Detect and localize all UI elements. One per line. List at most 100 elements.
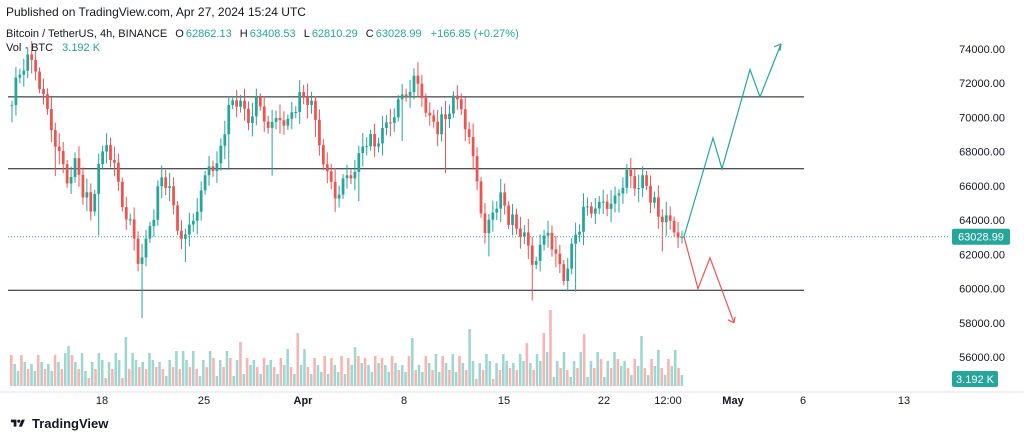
candle-body (53, 130, 57, 147)
candle-body (621, 187, 625, 194)
volume-bar (303, 349, 306, 386)
volume-bar (653, 366, 657, 386)
candle-body (361, 146, 365, 154)
bullish-arrowhead (773, 43, 782, 51)
volume-bar (434, 354, 438, 386)
price-tick-label: 60000.00 (959, 284, 1005, 296)
volume-bar (276, 374, 279, 386)
volume-bar (555, 361, 559, 386)
candle-body (132, 219, 136, 239)
volume-bar (117, 360, 121, 386)
candle-body (487, 219, 491, 234)
volume-bar (630, 375, 633, 386)
volume-bar (387, 372, 391, 386)
volume-bar (566, 370, 569, 386)
footer-brand[interactable]: TradingView (10, 416, 108, 431)
volume-bar (562, 352, 566, 386)
volume-bar (444, 363, 448, 386)
volume-bar (353, 347, 357, 386)
candle-body (365, 146, 369, 148)
volume-bar (144, 369, 148, 386)
volume-bar (582, 334, 586, 386)
candle-body (329, 171, 333, 182)
volume-bar (579, 352, 583, 386)
volume-bar (84, 371, 87, 386)
candle-body (93, 193, 97, 212)
volume-bar (464, 370, 468, 386)
volume-bar (158, 362, 161, 386)
candle-body (672, 220, 676, 233)
volume-bar (165, 376, 168, 386)
candle-body (109, 145, 112, 161)
volume-bar (171, 367, 175, 386)
volume-bar (286, 349, 289, 386)
volume-bar (26, 369, 30, 386)
volume-bar (80, 353, 84, 386)
volume-bar (269, 360, 273, 386)
volume-bar (313, 358, 316, 386)
volume-bar (586, 377, 589, 386)
time-tick-label: 13 (898, 395, 910, 407)
candle-body (645, 175, 648, 186)
symbol-name[interactable]: Bitcoin / TetherUS, 4h, BINANCE (6, 28, 168, 40)
volume-bar (326, 374, 330, 386)
candle-body (550, 232, 554, 250)
volume-bar (316, 365, 320, 386)
volume-bar (323, 356, 326, 386)
volume-bar (235, 360, 239, 386)
volume-bar (185, 360, 188, 386)
time-tick-label: 18 (96, 395, 108, 407)
volume-bar (599, 359, 603, 386)
candle-body (660, 216, 664, 223)
candle-body (148, 226, 152, 239)
candle-body (345, 175, 349, 179)
candle-body (396, 99, 400, 118)
candle-body (89, 192, 93, 212)
candle-body (491, 212, 495, 220)
candle-body (676, 232, 680, 238)
volume-bar (660, 368, 663, 386)
volume-bar (309, 374, 313, 386)
candle-body (117, 162, 120, 182)
volume-bar (104, 378, 107, 386)
volume-bar (330, 358, 333, 386)
low-value: 62810.29 (311, 28, 358, 40)
volume-bar (249, 365, 252, 386)
volume-bar (549, 310, 552, 386)
volume-bar (424, 356, 428, 386)
price-tick-label: 68000.00 (959, 147, 1005, 159)
candle-body (266, 121, 270, 128)
candle-body (187, 224, 191, 235)
candle-body (254, 97, 258, 117)
volume-bar (127, 369, 131, 386)
volume-bar (481, 370, 485, 386)
candle-body (369, 134, 373, 147)
volume-bar (535, 354, 539, 386)
volume-bar (518, 354, 522, 386)
volume-bar (124, 337, 128, 386)
candle-body (57, 146, 61, 151)
candle-body (542, 235, 546, 245)
volume-bar (569, 377, 572, 386)
price-tick-label: 72000.00 (959, 78, 1005, 90)
volume-bar (593, 368, 596, 386)
volume-bar (36, 355, 40, 386)
volume-bar (282, 365, 286, 386)
candle-body (578, 231, 581, 235)
candle-body (515, 214, 518, 229)
candle-body (385, 122, 388, 129)
candle-body (18, 74, 22, 78)
candle-body (251, 116, 254, 123)
price-tick-label: 74000.00 (959, 44, 1005, 56)
volume-bar (370, 372, 374, 386)
candle-body (10, 105, 14, 107)
volume-bar (636, 366, 640, 386)
volume-bar (114, 353, 118, 386)
volume-bar (646, 375, 650, 386)
volume-bar (50, 371, 54, 386)
volume-label[interactable]: Vol · BTC (6, 42, 54, 54)
candle-body (522, 232, 526, 237)
candle-body (77, 158, 81, 175)
volume-bar (23, 362, 27, 386)
